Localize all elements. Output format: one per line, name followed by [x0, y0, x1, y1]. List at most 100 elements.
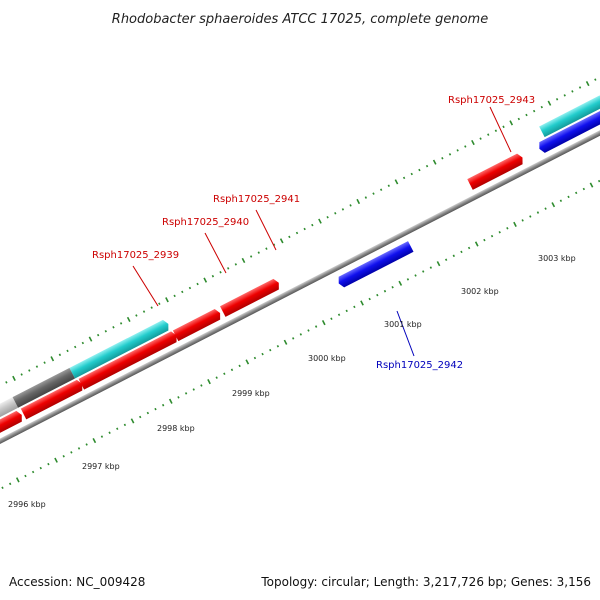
- minor-tick: [211, 274, 215, 278]
- genome-summary-text: Topology: circular; Length: 3,217,726 bp…: [260, 575, 591, 589]
- minor-tick: [536, 211, 540, 214]
- minor-tick: [364, 196, 368, 199]
- minor-tick: [35, 365, 39, 368]
- major-tick: [436, 261, 441, 267]
- tick-label-2997: 2997 kbp: [82, 462, 120, 471]
- inner-tick-track: [1, 179, 600, 489]
- minor-tick: [444, 258, 448, 261]
- minor-tick: [227, 267, 230, 270]
- tick-labels: 2996 kbp 2997 kbp 2998 kbp 2999 kbp 3000…: [8, 254, 576, 509]
- minor-tick: [192, 388, 195, 391]
- minor-tick: [177, 396, 180, 399]
- minor-tick: [146, 411, 150, 415]
- minor-tick: [349, 204, 352, 207]
- major-tick: [432, 159, 437, 165]
- minor-tick: [200, 384, 203, 387]
- cyan-feature-right: [539, 95, 600, 138]
- minor-tick: [311, 223, 314, 227]
- minor-tick: [464, 145, 467, 148]
- minor-tick: [112, 326, 115, 329]
- minor-tick: [379, 188, 383, 191]
- minor-tick: [517, 117, 521, 121]
- label-leaders: [132, 106, 512, 357]
- major-tick: [126, 316, 131, 323]
- leader-line-2941: [255, 209, 277, 251]
- minor-tick: [249, 255, 253, 258]
- tick-label-3001: 3001 kbp: [384, 320, 422, 329]
- minor-tick: [135, 314, 138, 317]
- minor-tick: [96, 333, 100, 337]
- minor-tick: [467, 246, 471, 250]
- leader-line-2942: [396, 310, 415, 357]
- major-tick: [245, 359, 250, 365]
- minor-tick: [326, 215, 329, 219]
- forward-gene-rsph17025-2943: [467, 153, 523, 190]
- major-tick: [88, 336, 93, 342]
- minor-tick: [555, 98, 559, 101]
- major-tick: [168, 398, 173, 404]
- minor-tick: [173, 294, 176, 298]
- minor-tick: [544, 207, 547, 210]
- minor-tick: [119, 322, 123, 325]
- gene-label-2941[interactable]: Rsph17025_2941: [213, 194, 300, 205]
- forward-gene-rsph17025-2939: [78, 331, 177, 390]
- minor-tick: [337, 313, 341, 317]
- gene-label-2943[interactable]: Rsph17025_2943: [448, 95, 535, 106]
- minor-tick: [383, 289, 387, 293]
- tick-label-3002: 3002 kbp: [461, 287, 499, 296]
- gene-label-2940[interactable]: Rsph17025_2940: [162, 217, 249, 228]
- minor-tick: [376, 293, 379, 297]
- tick-label-2996: 2996 kbp: [8, 500, 46, 509]
- minor-tick: [330, 317, 333, 320]
- minor-tick: [334, 212, 337, 215]
- minor-tick: [276, 344, 280, 348]
- tick-label-3000: 3000 kbp: [308, 354, 346, 363]
- major-tick: [130, 418, 135, 424]
- gene-label-2939[interactable]: Rsph17025_2939: [92, 250, 179, 261]
- minor-tick: [353, 305, 356, 309]
- minor-tick: [567, 195, 570, 199]
- minor-tick: [540, 105, 543, 109]
- minor-tick: [460, 250, 463, 254]
- major-tick: [398, 280, 403, 286]
- major-tick: [356, 198, 361, 205]
- minor-tick: [31, 470, 35, 474]
- minor-tick: [20, 373, 23, 376]
- minor-tick: [184, 392, 188, 395]
- minor-tick: [1, 486, 4, 489]
- gene-label-2942[interactable]: Rsph17025_2942: [376, 360, 463, 371]
- minor-tick: [66, 349, 69, 353]
- genome-band: [0, 78, 600, 489]
- minor-tick: [219, 271, 222, 274]
- minor-tick: [196, 282, 199, 286]
- minor-tick: [28, 369, 31, 372]
- minor-tick: [292, 337, 295, 340]
- major-tick: [509, 120, 514, 126]
- forward-gene-rsph17025-2941: [220, 278, 279, 317]
- major-tick: [15, 477, 20, 483]
- minor-tick: [303, 227, 306, 231]
- minor-tick: [521, 219, 524, 222]
- minor-tick: [5, 381, 8, 384]
- minor-tick: [594, 78, 597, 81]
- tick-label-2999: 2999 kbp: [232, 389, 270, 398]
- major-tick: [474, 241, 479, 247]
- minor-tick: [150, 306, 153, 309]
- minor-tick: [215, 376, 218, 379]
- major-tick: [360, 300, 364, 306]
- minor-tick: [483, 238, 486, 242]
- minor-tick: [429, 266, 433, 269]
- minor-tick: [223, 372, 226, 375]
- minor-tick: [532, 109, 536, 113]
- minor-tick: [269, 348, 272, 352]
- leader-line-2940: [204, 232, 227, 274]
- genome-backbone: [0, 95, 600, 484]
- minor-tick: [487, 133, 490, 136]
- minor-tick: [372, 192, 375, 195]
- minor-tick: [188, 286, 192, 290]
- major-tick: [165, 297, 169, 303]
- major-tick: [279, 238, 284, 244]
- minor-tick: [62, 455, 65, 458]
- minor-tick: [456, 149, 459, 152]
- forward-gene-rsph17025-2940: [172, 308, 221, 342]
